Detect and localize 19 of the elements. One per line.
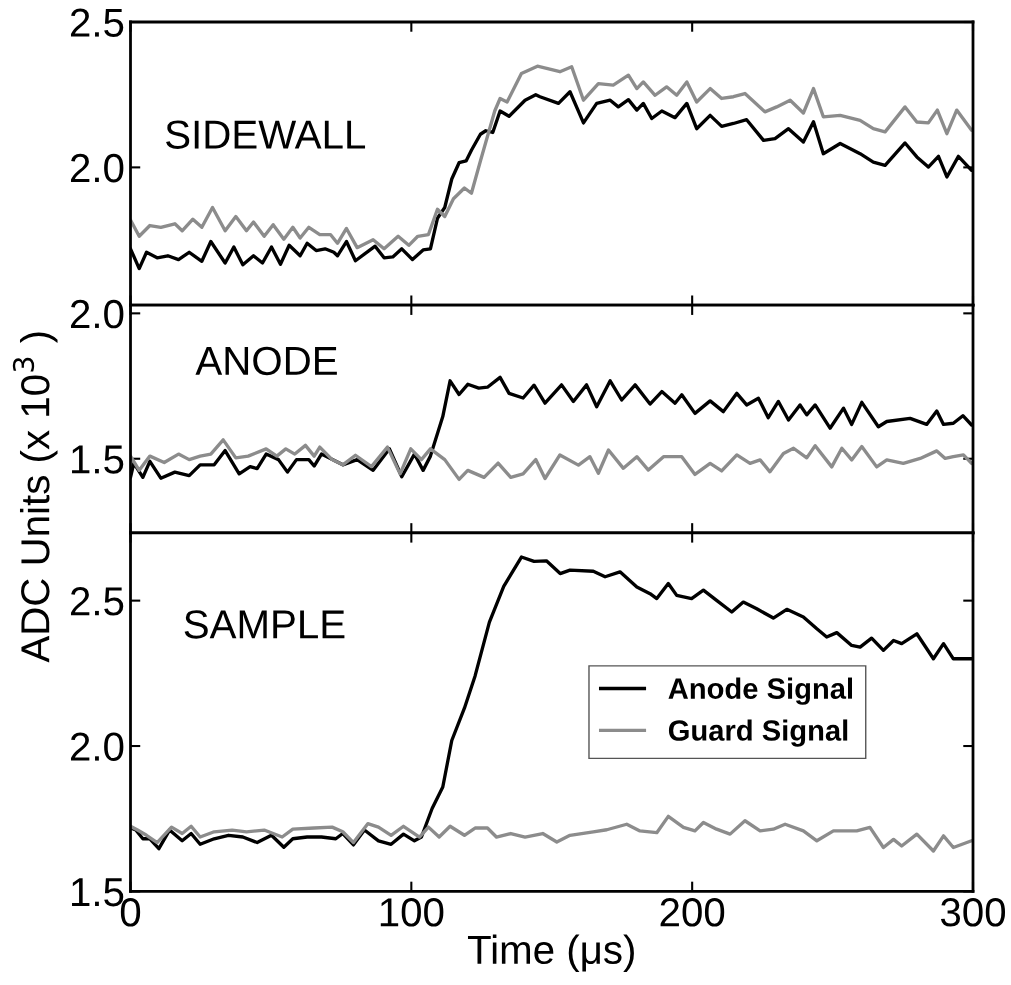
annotation: ANODE <box>195 346 337 376</box>
x-tick-label: 100 <box>380 898 444 927</box>
y-tick-label: 2.5 <box>70 587 124 616</box>
x-tick-label: 200 <box>660 898 725 927</box>
y-tick-label: 2.0 <box>70 153 124 183</box>
legend-label: Guard Signal <box>668 719 848 747</box>
x-axis-title: Time (μs) <box>467 934 634 973</box>
y-tick-label: 2.0 <box>70 299 124 329</box>
x-tick-label: 300 <box>940 898 1006 927</box>
line-series <box>130 438 973 482</box>
line-series <box>130 814 973 853</box>
y-tick-label: 2.5 <box>70 8 124 37</box>
annotation: SAMPLE <box>184 610 345 639</box>
y-axis-title: ADC Units (x 10$^{3}$ ) <box>12 332 58 663</box>
legend-label: Anode Signal <box>668 677 853 705</box>
annotation: SIDEWALL <box>166 120 366 149</box>
line-series <box>130 64 973 251</box>
y-tick-label: 2.0 <box>70 732 124 762</box>
y-tick-label: 1.5 <box>72 445 124 474</box>
